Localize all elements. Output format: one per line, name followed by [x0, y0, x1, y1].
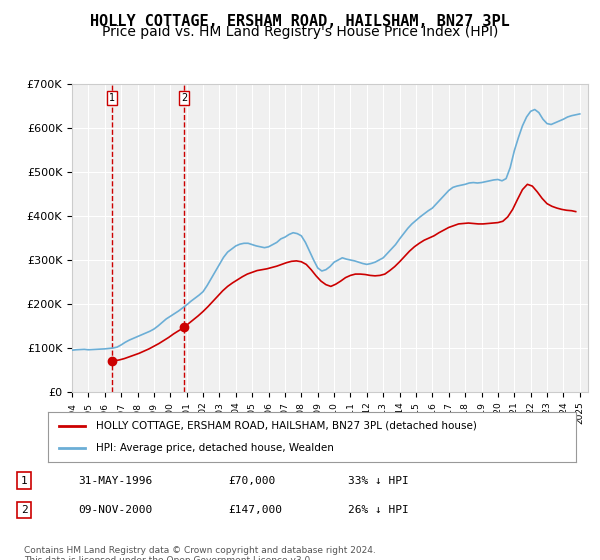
Text: £147,000: £147,000	[228, 505, 282, 515]
Text: HPI: Average price, detached house, Wealden: HPI: Average price, detached house, Weal…	[95, 443, 334, 453]
Text: Price paid vs. HM Land Registry's House Price Index (HPI): Price paid vs. HM Land Registry's House …	[102, 25, 498, 39]
Text: HOLLY COTTAGE, ERSHAM ROAD, HAILSHAM, BN27 3PL: HOLLY COTTAGE, ERSHAM ROAD, HAILSHAM, BN…	[90, 14, 510, 29]
Text: 2: 2	[181, 93, 187, 103]
Text: 09-NOV-2000: 09-NOV-2000	[78, 505, 152, 515]
Text: HOLLY COTTAGE, ERSHAM ROAD, HAILSHAM, BN27 3PL (detached house): HOLLY COTTAGE, ERSHAM ROAD, HAILSHAM, BN…	[95, 421, 476, 431]
Text: 1: 1	[20, 476, 28, 486]
Text: 31-MAY-1996: 31-MAY-1996	[78, 476, 152, 486]
Text: £70,000: £70,000	[228, 476, 275, 486]
Text: Contains HM Land Registry data © Crown copyright and database right 2024.
This d: Contains HM Land Registry data © Crown c…	[24, 546, 376, 560]
Text: 2: 2	[20, 505, 28, 515]
Text: 1: 1	[109, 93, 115, 103]
Text: 33% ↓ HPI: 33% ↓ HPI	[348, 476, 409, 486]
Text: 26% ↓ HPI: 26% ↓ HPI	[348, 505, 409, 515]
